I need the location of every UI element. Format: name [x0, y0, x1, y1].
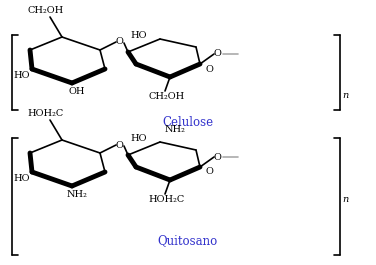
Text: HOH₂C: HOH₂C	[28, 109, 64, 118]
Text: HO: HO	[14, 71, 30, 80]
Text: O: O	[115, 38, 123, 46]
Text: CH₂OH: CH₂OH	[28, 6, 64, 15]
Text: Quitosano: Quitosano	[158, 234, 218, 247]
Text: NH₂: NH₂	[67, 190, 88, 199]
Text: HO: HO	[130, 31, 147, 40]
Text: HO: HO	[130, 134, 147, 143]
Text: HO: HO	[14, 174, 30, 183]
Text: n: n	[342, 196, 348, 205]
Text: HOH₂C: HOH₂C	[149, 195, 185, 204]
Text: O: O	[213, 152, 221, 161]
Text: NH₂: NH₂	[165, 125, 185, 134]
Text: n: n	[342, 91, 348, 99]
Text: CH₂OH: CH₂OH	[149, 92, 185, 101]
Text: Celulose: Celulose	[162, 116, 214, 129]
Text: O: O	[205, 167, 213, 176]
Text: O: O	[213, 50, 221, 59]
Text: O: O	[205, 64, 213, 73]
Text: OH: OH	[69, 87, 85, 96]
Text: O: O	[115, 140, 123, 149]
